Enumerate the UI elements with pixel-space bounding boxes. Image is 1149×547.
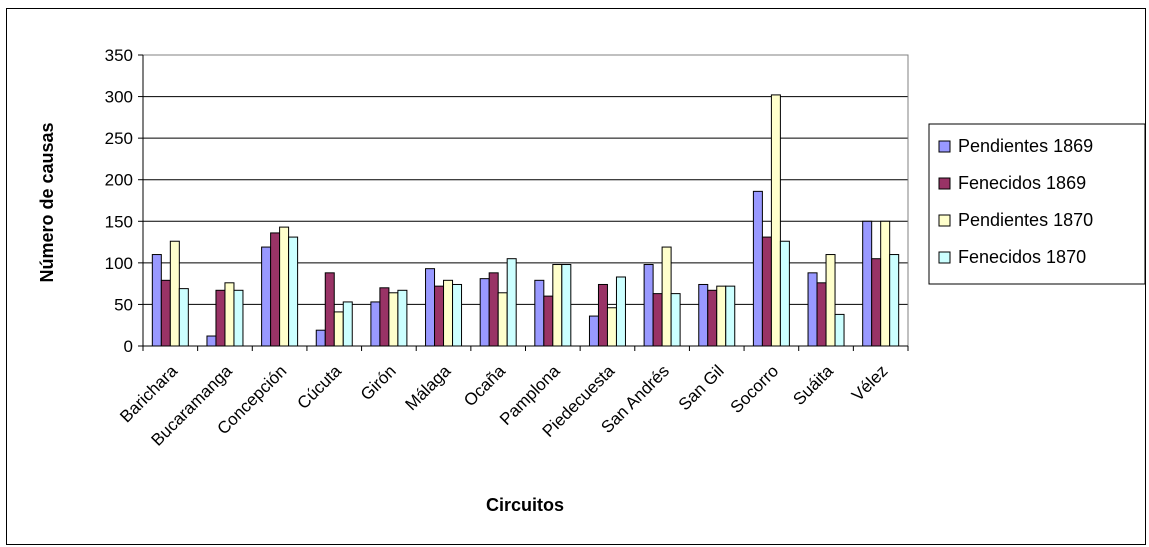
x-tick-label: Cúcuta	[294, 361, 346, 413]
x-tick-label: Málaga	[401, 361, 454, 414]
bar-fenecidos-1869	[761, 236, 772, 347]
bar-fenecidos-1869	[652, 293, 663, 347]
bar-pendientes-1870	[224, 282, 235, 347]
y-tick-label: 0	[124, 337, 133, 356]
bar-pendientes-1870	[552, 264, 563, 347]
bar-pendientes-1869	[807, 272, 818, 347]
legend: Pendientes 1869 Fenecidos 1869 Pendientes …	[928, 123, 1146, 285]
bar-pendientes-1869	[151, 254, 162, 347]
plot-area	[142, 54, 909, 347]
bar-fenecidos-1869	[816, 282, 827, 347]
y-tick-labels: 0 50 100 150 200 250 300 350	[105, 46, 133, 356]
bar-fenecidos-1869	[597, 283, 608, 347]
bar-fenecidos-1869	[488, 272, 499, 347]
bar-pendientes-1869	[479, 278, 490, 347]
bar-fenecidos-1870	[889, 254, 900, 347]
y-tick-label: 250	[105, 129, 133, 148]
bar-pendientes-1869	[862, 220, 873, 347]
bar-pendientes-1869	[752, 190, 763, 347]
bar-fenecidos-1870	[725, 285, 736, 347]
bar-fenecidos-1870	[233, 289, 244, 347]
bar-pendientes-1869	[315, 329, 326, 347]
bar-pendientes-1870	[443, 279, 454, 347]
y-tick-label: 100	[105, 254, 133, 273]
bar-pendientes-1869	[588, 315, 599, 347]
bar-fenecidos-1870	[342, 301, 353, 347]
bar-pendientes-1870	[497, 292, 508, 347]
x-tick-label: Vélez	[848, 361, 892, 405]
bar-fenecidos-1869	[324, 272, 335, 347]
x-tick-label: Suáita	[789, 361, 837, 409]
bar-fenecidos-1870	[615, 276, 626, 347]
bar-fenecidos-1869	[871, 258, 882, 347]
x-tick-label: Socorro	[727, 361, 783, 417]
legend-label: Pendientes 1869	[958, 136, 1093, 156]
bar-fenecidos-1870	[779, 240, 790, 347]
bar-fenecidos-1870	[670, 293, 681, 347]
bar-fenecidos-1870	[397, 289, 408, 347]
bar-fenecidos-1869	[215, 289, 226, 347]
bar-pendientes-1870	[661, 246, 672, 347]
bar-fenecidos-1870	[506, 258, 517, 347]
y-tick-label: 300	[105, 88, 133, 107]
x-tick-label: Girón	[357, 361, 400, 404]
bar-fenecidos-1869	[434, 285, 445, 347]
bar-fenecidos-1869	[707, 289, 718, 347]
bar-fenecidos-1870	[834, 313, 845, 347]
legend-label: Fenecidos 1869	[958, 173, 1086, 193]
legend-swatch	[938, 177, 951, 190]
legend-label: Fenecidos 1870	[958, 247, 1086, 267]
bar-fenecidos-1870	[452, 283, 463, 347]
x-tick-label: Ocaña	[460, 361, 509, 410]
legend-swatch	[938, 214, 951, 227]
x-tick-label: San Gil	[675, 361, 728, 414]
legend-label: Pendientes 1870	[958, 210, 1093, 230]
bar-fenecidos-1870	[178, 288, 189, 347]
bar-pendientes-1869	[370, 301, 381, 347]
legend-box	[928, 123, 1146, 285]
legend-swatch	[938, 251, 951, 264]
bar-pendientes-1870	[169, 240, 180, 347]
bar-pendientes-1869	[425, 268, 436, 347]
gridlines	[143, 54, 908, 305]
bar-fenecidos-1870	[561, 264, 572, 347]
bar-fenecidos-1869	[160, 279, 171, 347]
bar-pendientes-1870	[606, 307, 617, 347]
y-axis-title: Número de causas	[37, 122, 57, 282]
bar-pendientes-1870	[880, 220, 891, 347]
y-tick-label: 50	[114, 295, 133, 314]
x-axis-title: Circuitos	[486, 495, 564, 515]
bar-pendientes-1869	[206, 335, 217, 347]
bar-pendientes-1870	[388, 292, 399, 347]
bar-pendientes-1870	[279, 226, 290, 347]
axes	[138, 54, 909, 351]
y-tick-label: 350	[105, 46, 133, 65]
bar-pendientes-1870	[716, 285, 727, 347]
bar-fenecidos-1870	[288, 236, 299, 347]
bar-pendientes-1870	[825, 254, 836, 347]
bar-pendientes-1869	[261, 246, 272, 347]
bar-pendientes-1869	[643, 264, 654, 347]
bars	[151, 94, 900, 347]
bar-pendientes-1869	[698, 283, 709, 347]
bar-pendientes-1870	[770, 94, 781, 347]
legend-swatch	[938, 140, 951, 153]
bar-fenecidos-1869	[543, 295, 554, 347]
bar-pendientes-1870	[333, 311, 344, 347]
y-tick-label: 150	[105, 212, 133, 231]
bar-pendientes-1869	[534, 279, 545, 347]
y-tick-label: 200	[105, 171, 133, 190]
bar-fenecidos-1869	[270, 232, 281, 347]
bar-fenecidos-1869	[379, 287, 390, 347]
